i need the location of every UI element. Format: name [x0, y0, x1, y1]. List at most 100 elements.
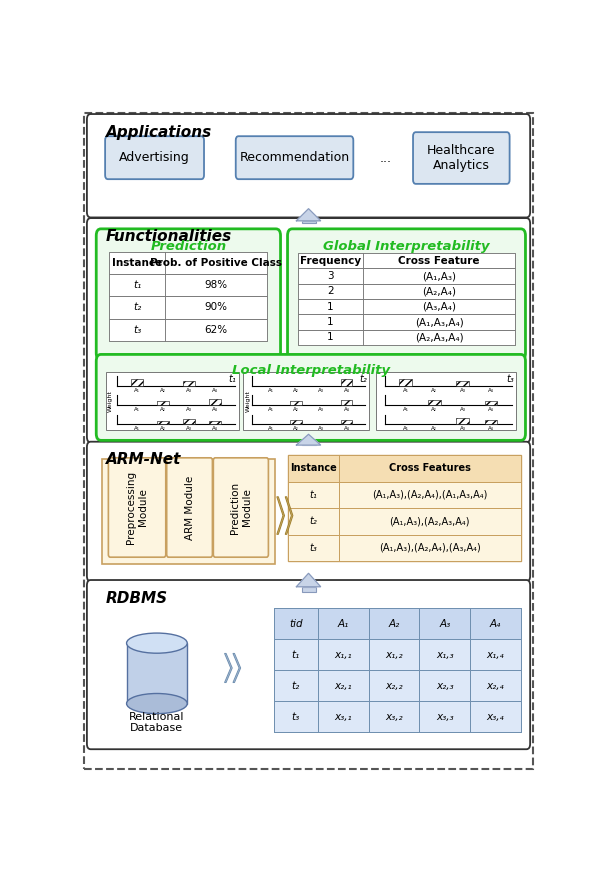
Bar: [302, 442, 315, 445]
Text: t₁: t₁: [309, 490, 317, 500]
Text: 1: 1: [327, 332, 334, 343]
Text: A₂: A₂: [432, 407, 437, 412]
Bar: [400, 379, 412, 385]
Text: A₄: A₄: [344, 407, 349, 412]
Bar: [298, 330, 363, 345]
Bar: [298, 269, 515, 283]
Text: A₁: A₁: [268, 407, 273, 412]
Text: Weight: Weight: [108, 390, 113, 412]
Text: x₁,₂: x₁,₂: [385, 650, 403, 660]
Bar: [302, 587, 315, 592]
Polygon shape: [225, 653, 232, 683]
Bar: [273, 671, 318, 701]
Bar: [165, 318, 267, 341]
Text: Prediction: Prediction: [150, 240, 226, 253]
Text: 1: 1: [327, 317, 334, 327]
Text: (A₁,A₃,A₄): (A₁,A₃,A₄): [415, 317, 464, 327]
Text: ARM Module: ARM Module: [185, 475, 194, 540]
Text: A₄: A₄: [344, 426, 349, 432]
Text: (A₁,A₃): (A₁,A₃): [422, 271, 456, 281]
Text: A₃: A₃: [460, 407, 466, 412]
Text: x₂,₄: x₂,₄: [486, 681, 504, 691]
Text: A₃: A₃: [186, 388, 192, 392]
Bar: [339, 508, 521, 535]
Bar: [209, 421, 221, 425]
Bar: [290, 419, 302, 425]
Bar: [485, 401, 497, 405]
Bar: [288, 455, 521, 562]
Text: A₄: A₄: [213, 388, 218, 392]
FancyBboxPatch shape: [213, 458, 268, 557]
Bar: [420, 609, 470, 639]
Text: x₁,₃: x₁,₃: [436, 650, 453, 660]
Bar: [318, 609, 369, 639]
Bar: [470, 701, 521, 732]
Bar: [110, 296, 165, 318]
Text: A₂: A₂: [293, 426, 299, 432]
Text: A₄: A₄: [213, 407, 218, 412]
Bar: [183, 419, 195, 425]
Bar: [341, 420, 352, 425]
Bar: [369, 701, 420, 732]
Text: Weight: Weight: [246, 390, 250, 412]
Bar: [456, 381, 469, 385]
FancyBboxPatch shape: [373, 141, 398, 176]
Text: Preprocessing
Module: Preprocessing Module: [126, 471, 148, 544]
Text: A₂: A₂: [160, 407, 166, 412]
Text: A₄: A₄: [488, 388, 494, 392]
Text: Healthcare
Analytics: Healthcare Analytics: [427, 144, 495, 172]
Bar: [339, 535, 521, 562]
Text: Relational
Database: Relational Database: [129, 712, 185, 733]
Bar: [157, 421, 169, 425]
Bar: [369, 609, 420, 639]
Bar: [273, 609, 521, 639]
Bar: [157, 401, 169, 405]
Text: A₁: A₁: [268, 426, 273, 432]
Text: A₁: A₁: [134, 426, 140, 432]
Text: t₂: t₂: [133, 303, 141, 312]
Text: Recommendation: Recommendation: [240, 151, 350, 164]
Bar: [273, 701, 521, 732]
Bar: [273, 701, 318, 732]
Text: A₃: A₃: [318, 388, 324, 392]
Bar: [376, 371, 516, 430]
Text: A₃: A₃: [186, 407, 192, 412]
Text: 62%: 62%: [205, 325, 228, 335]
Text: t₃: t₃: [291, 712, 300, 722]
Text: Global Interpretability: Global Interpretability: [323, 240, 490, 253]
Text: ...: ...: [379, 152, 391, 165]
Text: Advertising: Advertising: [119, 151, 190, 164]
Bar: [318, 701, 369, 732]
Bar: [290, 401, 302, 405]
Text: (A₁,A₃),(A₂,A₄),(A₃,A₄): (A₁,A₃),(A₂,A₄),(A₃,A₄): [379, 543, 481, 553]
Polygon shape: [296, 434, 321, 445]
Text: x₁,₄: x₁,₄: [486, 650, 504, 660]
Bar: [298, 283, 363, 299]
Text: Instance: Instance: [112, 258, 162, 268]
Bar: [339, 481, 521, 508]
Bar: [110, 252, 165, 274]
Bar: [470, 639, 521, 671]
Bar: [341, 379, 352, 385]
Bar: [456, 419, 469, 425]
Text: Cross Feature: Cross Feature: [399, 255, 480, 266]
Bar: [363, 253, 515, 269]
Bar: [110, 318, 165, 341]
Bar: [165, 252, 267, 274]
Bar: [110, 274, 165, 296]
Text: Cross Features: Cross Features: [389, 463, 471, 473]
Bar: [110, 252, 267, 274]
Bar: [243, 371, 369, 430]
Text: t₃: t₃: [506, 374, 514, 384]
Text: A₁: A₁: [134, 407, 140, 412]
Bar: [165, 296, 267, 318]
Bar: [318, 639, 369, 671]
FancyBboxPatch shape: [108, 458, 166, 557]
Text: A₄: A₄: [488, 407, 494, 412]
Bar: [302, 221, 315, 223]
Text: 3: 3: [327, 271, 334, 281]
Text: Prediction
Module: Prediction Module: [230, 481, 252, 534]
Text: A₂: A₂: [160, 426, 166, 432]
Text: A₂: A₂: [432, 426, 437, 432]
Bar: [363, 299, 515, 314]
